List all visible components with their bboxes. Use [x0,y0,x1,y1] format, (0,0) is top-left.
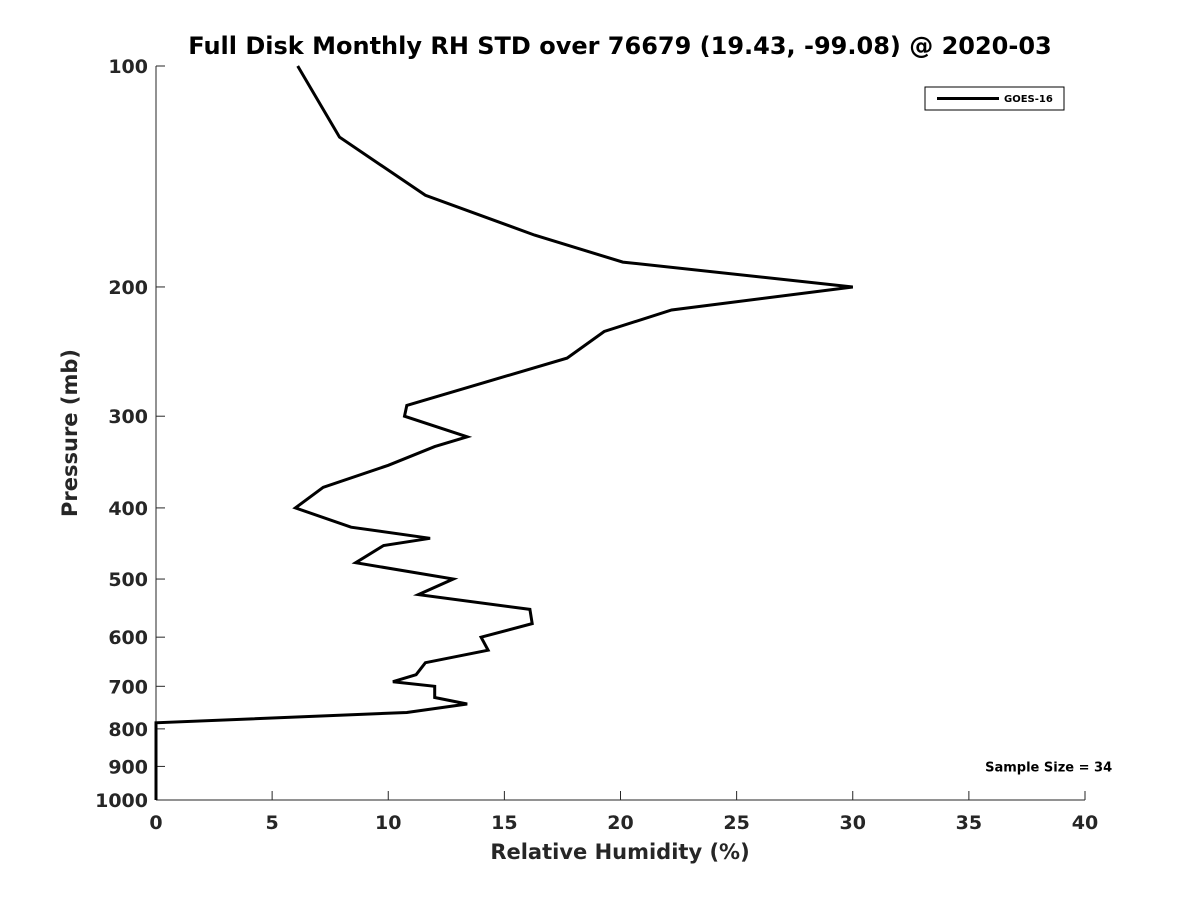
x-tick-label: 5 [266,812,279,834]
series-line-goes-16 [154,65,853,800]
x-tick-label: 0 [149,812,162,834]
x-tick-label: 10 [375,812,401,834]
x-tick-label: 25 [723,812,749,834]
x-tick-label: 15 [491,812,517,834]
chart-title: Full Disk Monthly RH STD over 76679 (19.… [188,32,1051,60]
y-tick-label: 100 [108,56,148,78]
y-tick-label: 1000 [95,790,148,812]
x-tick-label: 40 [1072,812,1098,834]
axes: 0 5 10 15 20 25 30 35 40 100 200 300 400 500 600 700 800… [95,56,1098,834]
y-tick-label: 200 [108,277,148,299]
y-tick-label: 400 [108,498,148,520]
x-tick-label: 30 [840,812,866,834]
y-tick-label: 700 [108,676,148,698]
y-axis-title: Pressure (mb) [58,349,82,517]
plot-area [154,65,853,800]
y-tick-label: 600 [108,627,148,649]
x-tick-label: 35 [956,812,982,834]
y-tick-label: 300 [108,406,148,428]
sample-size-annotation: Sample Size = 34 [985,760,1112,775]
y-tick-label: 500 [108,569,148,591]
y-tick-label: 900 [108,756,148,778]
legend: GOES-16 [924,86,1065,111]
x-tick-label: 20 [607,812,633,834]
y-tick-label: 800 [108,719,148,741]
legend-label: GOES-16 [1004,94,1053,105]
x-axis-title: Relative Humidity (%) [490,840,749,864]
